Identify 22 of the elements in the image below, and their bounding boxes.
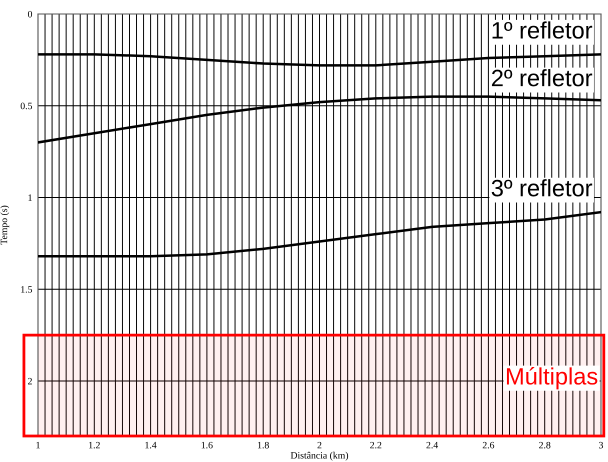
x-tick-label: 1.2 bbox=[89, 442, 100, 448]
x-tick-label: 2.8 bbox=[539, 442, 550, 448]
x-tick-label: 2.4 bbox=[426, 442, 438, 448]
annotation: 1º refletor bbox=[492, 21, 592, 39]
x-tick-label: 2.6 bbox=[482, 442, 494, 448]
x-tick-label: 3 bbox=[599, 442, 604, 448]
y-axis-title: Tempo (s) bbox=[0, 206, 10, 245]
y-tick-label: 2 bbox=[28, 378, 32, 384]
x-tick-label: 1.4 bbox=[145, 442, 157, 448]
x-tick-label: 1 bbox=[36, 442, 40, 448]
x-tick-label: 2.2 bbox=[370, 442, 382, 448]
y-tick-label: 1.5 bbox=[21, 286, 32, 293]
x-tick-label: 1.6 bbox=[202, 442, 213, 448]
y-tick-label: 1 bbox=[28, 194, 32, 201]
band-label: Múltiplas bbox=[506, 367, 598, 390]
x-axis-title: Distância (km) bbox=[290, 452, 348, 461]
y-tick-label: 0 bbox=[28, 10, 32, 18]
annotation: 2º refletor bbox=[492, 69, 592, 86]
x-tick-label: 1.8 bbox=[258, 442, 269, 448]
y-tick-label: 0.5 bbox=[20, 102, 32, 110]
annotation: 3º refletor bbox=[492, 179, 592, 196]
x-tick-label: 2 bbox=[317, 442, 322, 448]
